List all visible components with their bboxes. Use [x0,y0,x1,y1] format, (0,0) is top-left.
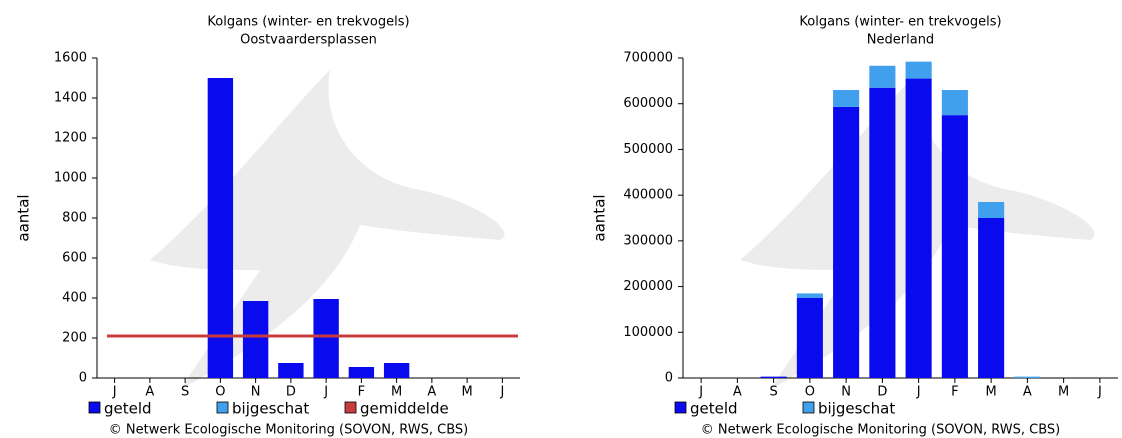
y-tick-label: 0 [79,371,87,386]
bar [906,62,932,79]
x-tick-label: O [805,385,815,400]
x-tick-label: O [215,385,225,400]
legend-label: bijgeschat [232,400,309,418]
x-tick-label: M [1058,385,1069,400]
bar [761,377,787,378]
y-axis-label: aantal [15,194,33,241]
bar [833,107,859,378]
y-tick-label: 1400 [54,91,87,106]
x-tick-label: A [427,385,436,400]
x-tick-label: M [462,385,473,400]
chart-title: Kolgans (winter- en trekvogels) [799,15,1001,30]
bar [978,202,1004,218]
x-tick-label: A [1023,385,1032,400]
bar [208,78,233,378]
x-tick-label: M [986,385,997,400]
x-tick-label: M [391,385,402,400]
x-tick-label: D [286,385,296,400]
legend-swatch [89,402,100,413]
x-tick-label: D [877,385,887,400]
y-axis-label: aantal [591,194,609,241]
x-tick-label: J [499,385,504,400]
bar [869,88,895,378]
y-tick-label: 600 [62,251,87,266]
footer: © Netwerk Ecologische Monitoring (SOVON,… [109,423,468,438]
footer: © Netwerk Ecologische Monitoring (SOVON,… [701,423,1060,438]
y-tick-label: 400000 [623,188,673,203]
y-tick-label: 1200 [54,131,87,146]
bar [942,90,968,115]
y-tick-label: 100000 [623,325,673,340]
x-tick-label: J [916,385,921,400]
chart-subtitle: Oostvaardersplassen [240,33,377,48]
legend-label: bijgeschat [818,400,895,418]
y-tick-label: 300000 [623,233,673,248]
x-tick-label: A [733,385,742,400]
bar [906,79,932,378]
x-tick-label: J [112,385,117,400]
y-tick-label: 500000 [623,142,673,157]
x-tick-label: S [181,385,189,400]
x-tick-label: F [951,385,958,400]
legend-label: geteld [104,400,152,418]
bar [243,301,268,378]
bar [797,293,823,298]
y-tick-label: 1600 [54,51,87,66]
y-tick-label: 1000 [54,171,87,186]
x-tick-label: J [1097,385,1102,400]
legend-swatch [675,402,686,413]
legend-swatch [345,402,356,413]
x-tick-label: A [145,385,154,400]
x-tick-label: J [698,385,703,400]
legend-label: geteld [690,400,738,418]
y-tick-label: 800 [62,211,87,226]
y-tick-label: 600000 [623,96,673,111]
y-tick-label: 200000 [623,279,673,294]
bar [313,299,338,378]
x-tick-label: N [841,385,851,400]
bar [833,90,859,107]
bar [942,115,968,378]
y-tick-label: 700000 [623,51,673,66]
bar [1014,377,1040,378]
x-tick-label: J [323,385,328,400]
bar [869,66,895,88]
chart-title: Kolgans (winter- en trekvogels) [207,15,409,30]
x-tick-label: N [251,385,261,400]
y-tick-label: 400 [62,291,87,306]
x-tick-label: F [358,385,365,400]
y-tick-label: 200 [62,331,87,346]
y-tick-label: 0 [665,371,673,386]
bar [978,218,1004,378]
chart-subtitle: Nederland [867,33,934,48]
bar [278,363,303,378]
legend-swatch [217,402,228,413]
bar [349,367,374,378]
legend-swatch [803,402,814,413]
x-tick-label: S [769,385,777,400]
bar [384,363,409,378]
bar [797,298,823,378]
legend-label: gemiddelde [360,400,449,418]
page: Kolgans (winter- en trekvogels) Oostvaard… [0,0,1122,438]
